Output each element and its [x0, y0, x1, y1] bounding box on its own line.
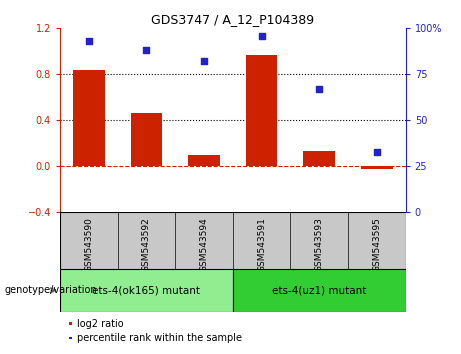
Point [373, 149, 381, 154]
Bar [188, 155, 220, 166]
Bar [60, 269, 233, 312]
Point [200, 59, 207, 64]
Text: percentile rank within the sample: percentile rank within the sample [77, 333, 242, 343]
Text: log2 ratio: log2 ratio [77, 319, 123, 329]
Bar [246, 55, 278, 166]
Text: genotype/variation: genotype/variation [5, 285, 97, 295]
Text: GSM543591: GSM543591 [257, 217, 266, 272]
Point [142, 47, 150, 53]
Title: GDS3747 / A_12_P104389: GDS3747 / A_12_P104389 [151, 13, 314, 26]
Point [315, 86, 323, 92]
Bar [303, 152, 335, 166]
Text: ets-4(ok165) mutant: ets-4(ok165) mutant [92, 285, 201, 295]
Bar [233, 269, 406, 312]
Text: GSM543594: GSM543594 [200, 217, 208, 272]
Bar [361, 166, 393, 169]
Bar [73, 70, 105, 166]
Bar [130, 114, 162, 166]
Text: GSM543590: GSM543590 [84, 217, 93, 272]
Text: GSM543595: GSM543595 [372, 217, 381, 272]
Text: ets-4(uz1) mutant: ets-4(uz1) mutant [272, 285, 366, 295]
Point [258, 33, 266, 39]
Text: GSM543593: GSM543593 [315, 217, 324, 272]
Point [85, 38, 92, 44]
Text: GSM543592: GSM543592 [142, 217, 151, 272]
